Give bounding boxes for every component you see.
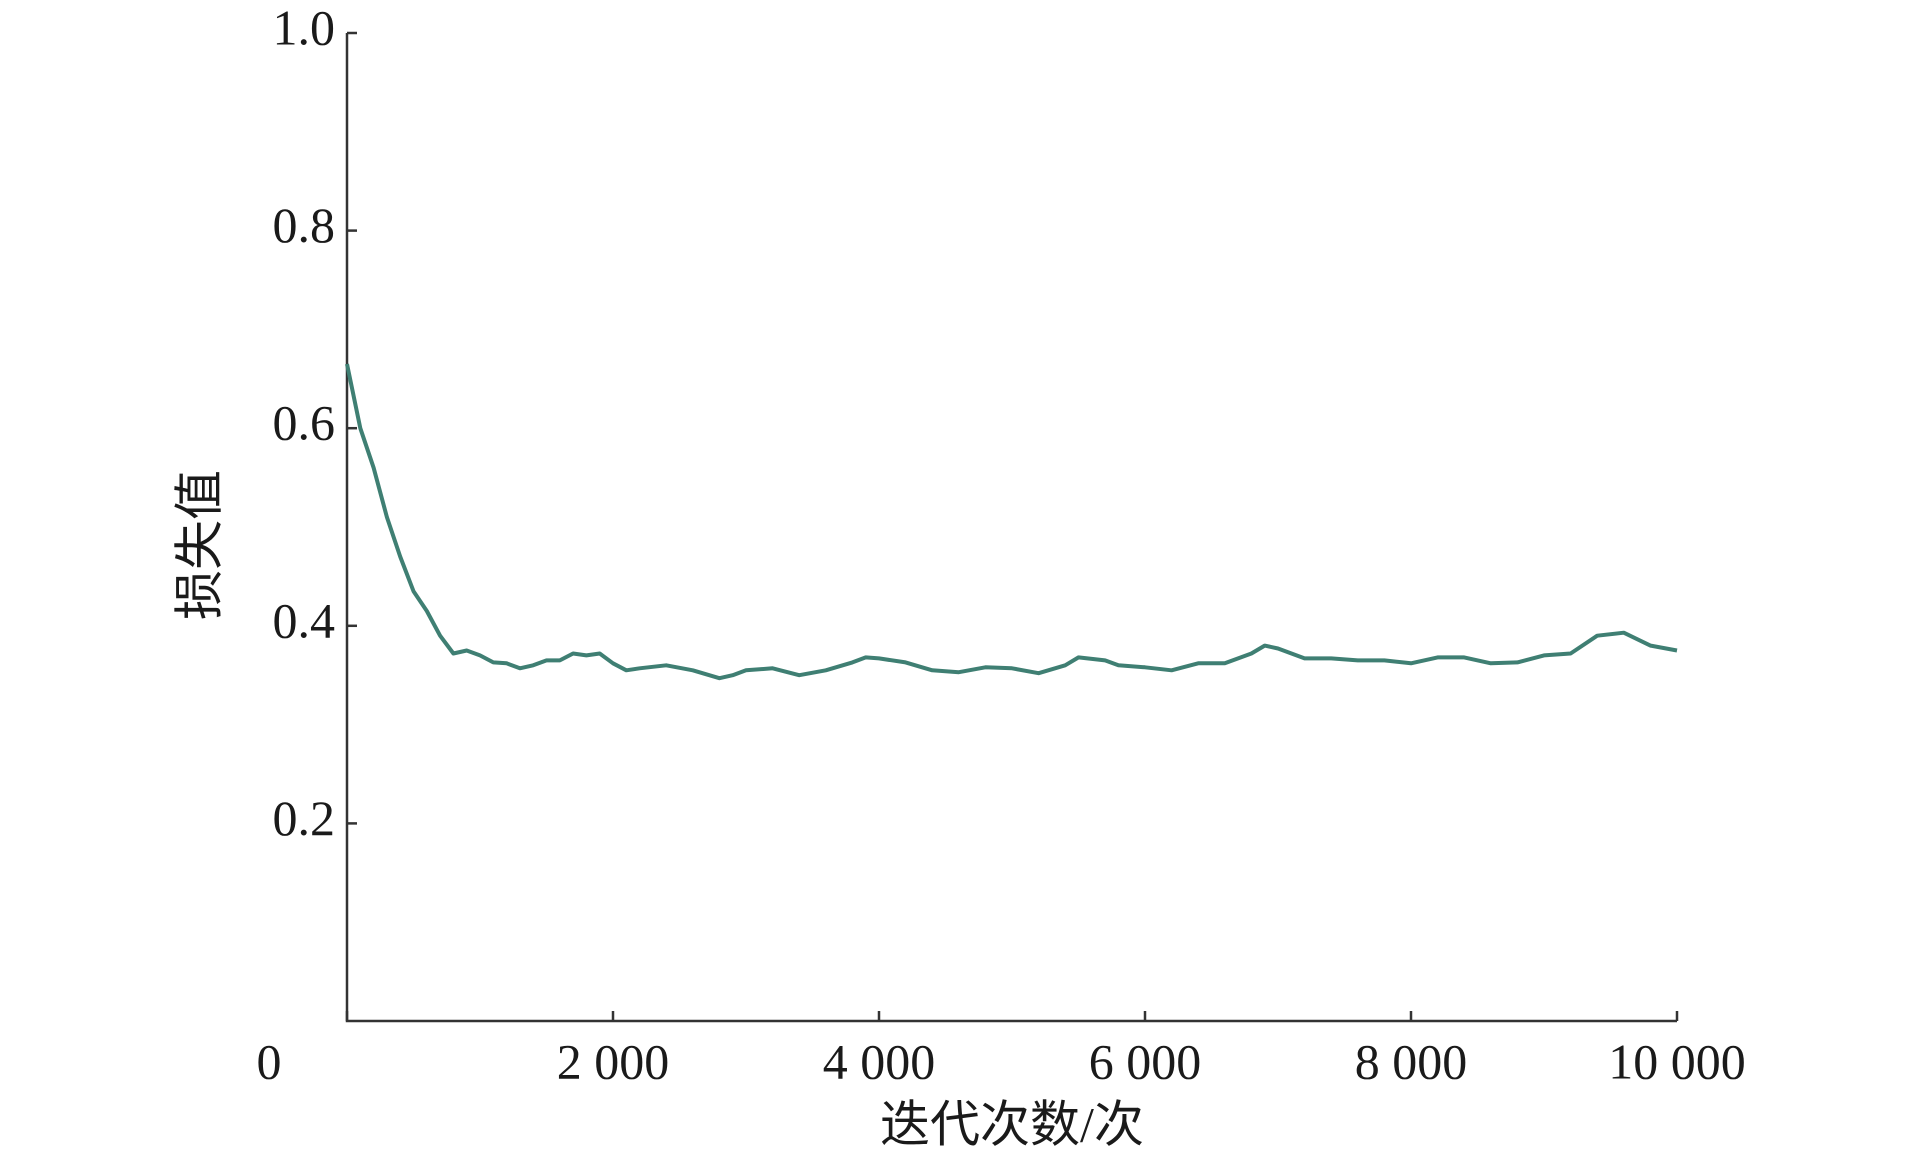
y-tick-label: 0.4 bbox=[273, 592, 336, 648]
x-tick-label: 4 000 bbox=[823, 1033, 936, 1089]
loss-line bbox=[345, 363, 1678, 681]
y-axis-label: 损失值 bbox=[171, 470, 227, 620]
y-tick-label: 0.8 bbox=[273, 197, 336, 253]
axes bbox=[345, 33, 1677, 1023]
y-tick-label: 0.6 bbox=[273, 395, 336, 451]
x-tick-label: 10 000 bbox=[1608, 1033, 1746, 1089]
y-tick-label: 0.2 bbox=[273, 790, 336, 846]
x-tick-label: 8 000 bbox=[1355, 1033, 1468, 1089]
y-tick-label: 1.0 bbox=[273, 0, 336, 55]
x-tick-label: 0 bbox=[257, 1033, 282, 1089]
x-axis-label: 迭代次数/次 bbox=[880, 1096, 1144, 1152]
x-tick-label: 2 000 bbox=[557, 1033, 670, 1089]
x-tick-label: 6 000 bbox=[1089, 1033, 1202, 1089]
